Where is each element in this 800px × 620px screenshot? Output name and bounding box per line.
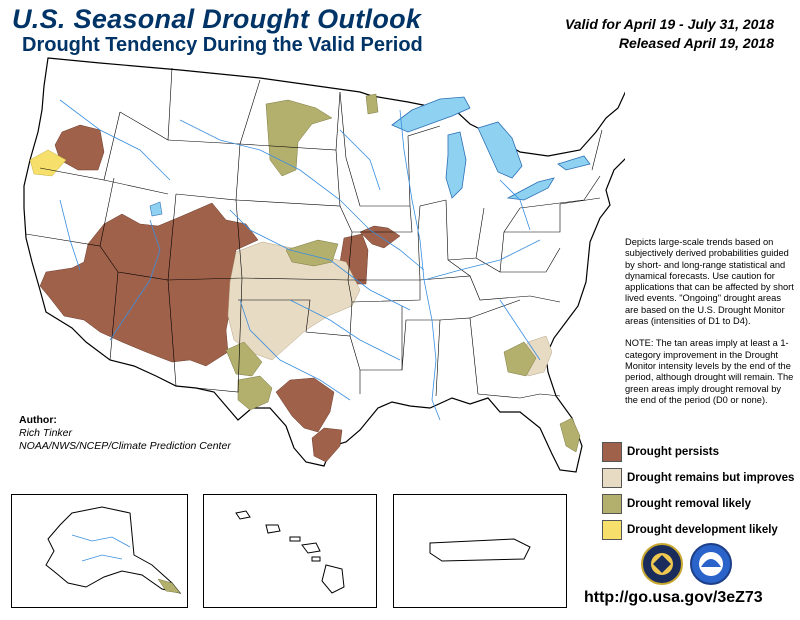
legend-swatch bbox=[602, 467, 622, 488]
description-paragraph: Depicts large-scale trends based on subj… bbox=[625, 237, 794, 327]
legend-swatch bbox=[602, 519, 622, 540]
drought-removal-areas bbox=[225, 93, 581, 453]
great-salt-lake bbox=[149, 201, 163, 217]
lake-erie bbox=[506, 177, 555, 201]
texas-removal bbox=[237, 375, 273, 411]
legend-label: Drought development likely bbox=[627, 523, 778, 536]
texas-coast-persist bbox=[311, 427, 343, 463]
drought-development-area bbox=[29, 149, 67, 177]
new-mexico-removal bbox=[225, 341, 263, 377]
dakotas-removal bbox=[265, 99, 333, 177]
nws-seal-logo bbox=[690, 543, 732, 585]
author-block: Author: Rich Tinker NOAA/NWS/NCEP/Climat… bbox=[19, 414, 231, 453]
legend-label: Drought removal likely bbox=[627, 497, 751, 510]
noaa-seal-logo bbox=[641, 543, 683, 585]
map-title: U.S. Seasonal Drought Outlook bbox=[12, 4, 422, 34]
legend-item: Drought removal likely bbox=[602, 492, 794, 515]
southeast-removal bbox=[503, 341, 537, 377]
note-paragraph: NOTE: The tan areas imply at least a 1-c… bbox=[625, 338, 794, 405]
south-texas-persist bbox=[275, 377, 335, 433]
drought-persists-areas bbox=[39, 124, 401, 463]
upper-michigan-removal bbox=[365, 93, 379, 115]
release-date: Released April 19, 2018 bbox=[618, 35, 774, 51]
description-text: Depicts large-scale trends based on subj… bbox=[625, 237, 795, 417]
puerto-rico-map bbox=[429, 538, 531, 562]
lake-superior bbox=[391, 96, 471, 133]
author-name: Rich Tinker bbox=[19, 427, 73, 439]
alaska-removal-area bbox=[157, 578, 181, 594]
legend-swatch bbox=[602, 441, 622, 462]
lake-michigan bbox=[445, 131, 467, 199]
source-url[interactable]: http://go.usa.gov/3eZ73 bbox=[584, 589, 763, 606]
legend-label: Drought remains but improves bbox=[627, 471, 795, 484]
author-label: Author: bbox=[19, 414, 57, 426]
lake-ontario bbox=[557, 155, 591, 171]
us-map bbox=[23, 57, 625, 473]
map-subtitle: Drought Tendency During the Valid Period bbox=[22, 34, 423, 56]
legend-label: Drought persists bbox=[627, 445, 720, 458]
rivers bbox=[59, 99, 541, 421]
legend-swatch bbox=[602, 493, 622, 514]
legend-item: Drought persists bbox=[602, 440, 794, 463]
legend-item: Drought remains but improves bbox=[602, 466, 794, 489]
alaska-inset bbox=[11, 494, 188, 608]
legend: Drought persists Drought remains but impr… bbox=[602, 440, 794, 544]
lake-huron bbox=[477, 121, 523, 179]
legend-item: Drought development likely bbox=[602, 518, 794, 541]
florida-removal bbox=[559, 417, 581, 453]
author-org: NOAA/NWS/NCEP/Climate Prediction Center bbox=[19, 440, 231, 452]
alaska-map bbox=[45, 506, 182, 594]
oregon-persist bbox=[54, 124, 105, 171]
puerto-rico-inset bbox=[393, 494, 567, 608]
hawaii-map bbox=[235, 510, 345, 594]
hawaii-inset bbox=[203, 494, 377, 608]
valid-period: Valid for April 19 - July 31, 2018 bbox=[564, 16, 774, 32]
